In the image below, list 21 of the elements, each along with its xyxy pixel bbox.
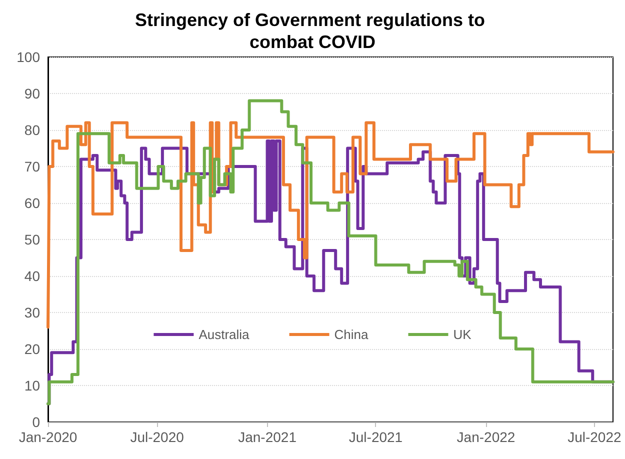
chart-title: Stringency of Government regulations to combat COVID xyxy=(134,10,490,52)
x-tick-label: Jan-2021 xyxy=(238,429,297,445)
y-tick-label: 10 xyxy=(24,378,40,394)
x-tick-label: Jan-2022 xyxy=(456,429,516,445)
y-tick-label: 40 xyxy=(24,268,40,284)
y-tick-label: 100 xyxy=(16,49,40,65)
y-tick-label: 90 xyxy=(24,86,40,102)
x-tick-label: Jul-2021 xyxy=(348,429,403,445)
y-tick-label: 0 xyxy=(32,414,40,430)
y-tick-label: 80 xyxy=(24,122,40,138)
y-tick-label: 30 xyxy=(24,304,40,320)
x-tick-label: Jul-2022 xyxy=(568,429,622,445)
legend-label: UK xyxy=(453,327,472,342)
x-tick-label: Jan-2020 xyxy=(18,429,78,445)
legend-label: Australia xyxy=(198,327,250,342)
legend-label: China xyxy=(334,327,370,342)
y-tick-label: 60 xyxy=(24,195,40,211)
x-tick-label: Jul-2020 xyxy=(130,429,184,445)
y-tick-label: 20 xyxy=(24,341,40,357)
y-tick-label: 70 xyxy=(24,158,40,174)
y-tick-label: 50 xyxy=(24,232,40,248)
